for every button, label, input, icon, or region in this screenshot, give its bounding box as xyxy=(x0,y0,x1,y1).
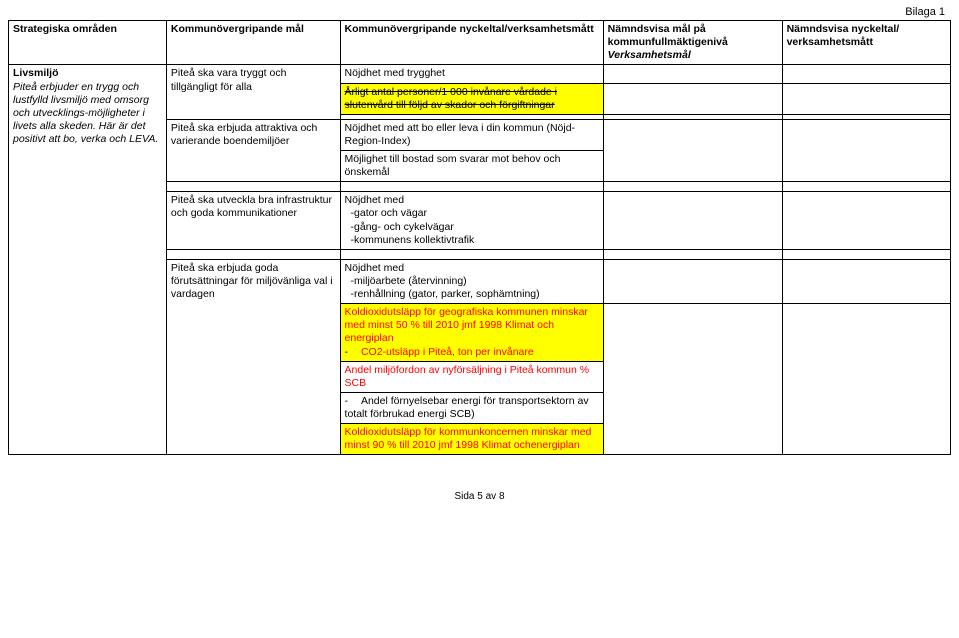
measure-struck-text: Årligt antal personer/1 000 invånare vår… xyxy=(345,86,557,111)
page-header-right: Bilaga 1 xyxy=(8,6,951,20)
empty-cell xyxy=(603,83,782,114)
empty-cell xyxy=(603,259,782,303)
main-table: Strategiska områden Kommunövergripande m… xyxy=(8,20,951,455)
measure-text: Nöjdhet med att bo eller leva i din komm… xyxy=(341,120,603,151)
table-row: Livsmiljö Piteå erbjuder en trygg och lu… xyxy=(9,65,951,83)
measure-text: Möjlighet till bostad som svarar mot beh… xyxy=(341,151,603,181)
goal-cell-1: Piteå ska vara tryggt och tillgängligt f… xyxy=(166,65,340,119)
empty-cell xyxy=(340,249,603,259)
goal-cell-4: Piteå ska erbjuda goda förutsättningar f… xyxy=(166,259,340,455)
measure-item: -kommunens kollektivtrafik xyxy=(345,234,475,246)
measure-text: - Andel förnyelsebar energi för transpor… xyxy=(341,393,603,424)
col-header-1: Strategiska områden xyxy=(9,21,167,65)
col-header-4-line1: Nämndsvisa mål på kommunfullmäktigenivå xyxy=(608,23,728,48)
empty-cell xyxy=(340,182,603,192)
measure-cell-group: Nöjdhet med att bo eller leva i din komm… xyxy=(340,119,603,182)
measure-cell-highlighted: Årligt antal personer/1 000 invånare vår… xyxy=(340,83,603,114)
strategic-area-cell: Livsmiljö Piteå erbjuder en trygg och lu… xyxy=(9,65,167,455)
col-header-4: Nämndsvisa mål på kommunfullmäktigenivå … xyxy=(603,21,782,65)
measure-item: -miljöarbete (återvinning) xyxy=(345,275,467,287)
measure-red-text: Koldioxidutsläpp för kommunkoncernen min… xyxy=(345,426,592,451)
empty-cell xyxy=(603,65,782,83)
measure-cell-env-group: Koldioxidutsläpp för geografiska kommune… xyxy=(340,304,603,455)
empty-cell xyxy=(782,304,950,455)
measure-text: Andel miljöfordon av nyförsäljning i Pit… xyxy=(341,362,603,393)
measure-red-text: CO2-utsläpp i Piteå, ton per invånare xyxy=(351,346,534,358)
goal-cell-2: Piteå ska erbjuda attraktiva och variera… xyxy=(166,119,340,182)
col-header-4-line2: Verksamhetsmål xyxy=(608,49,691,61)
empty-cell xyxy=(782,65,950,83)
empty-cell xyxy=(782,182,950,192)
measure-plain-text: Andel förnyelsebar energi för transports… xyxy=(345,395,589,420)
empty-cell xyxy=(603,249,782,259)
page-footer: Sida 5 av 8 xyxy=(8,491,951,502)
col-header-2: Kommunövergripande mål xyxy=(166,21,340,65)
strategic-area-body: Piteå erbjuder en trygg och lustfylld li… xyxy=(13,81,158,146)
empty-cell xyxy=(603,192,782,250)
empty-cell xyxy=(603,119,782,182)
dash: - xyxy=(345,346,349,358)
measure-cell: Nöjdhet med -gator och vägar -gång- och … xyxy=(340,192,603,250)
strategic-area-title: Livsmiljö xyxy=(13,67,59,79)
measure-item: -gång- och cykelvägar xyxy=(345,221,454,233)
empty-cell xyxy=(782,249,950,259)
empty-cell xyxy=(782,83,950,114)
measure-head: Nöjdhet med xyxy=(345,262,405,274)
measure-item: -gator och vägar xyxy=(345,207,427,219)
measure-head: Nöjdhet med xyxy=(345,194,405,206)
measure-cell: Nöjdhet med -miljöarbete (återvinning) -… xyxy=(340,259,603,303)
measure-red-text: Andel miljöfordon av nyförsäljning i Pit… xyxy=(345,364,590,389)
dash: - xyxy=(345,395,349,407)
empty-cell xyxy=(603,304,782,455)
empty-cell xyxy=(603,182,782,192)
measure-highlighted: Koldioxidutsläpp för geografiska kommune… xyxy=(341,304,603,362)
measure-item: -renhållning (gator, parker, sophämtning… xyxy=(345,288,540,300)
goal-cell-3: Piteå ska utveckla bra infrastruktur och… xyxy=(166,192,340,250)
empty-cell xyxy=(166,182,340,192)
empty-cell xyxy=(782,259,950,303)
measure-cell: Nöjdhet med trygghet xyxy=(340,65,603,83)
empty-cell xyxy=(166,249,340,259)
measure-red-text: Koldioxidutsläpp för geografiska kommune… xyxy=(345,306,588,344)
empty-cell xyxy=(782,192,950,250)
measure-highlighted: Koldioxidutsläpp för kommunkoncernen min… xyxy=(341,424,603,454)
empty-cell xyxy=(782,119,950,182)
table-header-row: Strategiska områden Kommunövergripande m… xyxy=(9,21,951,65)
col-header-5: Nämndsvisa nyckeltal/ verksamhetsmått xyxy=(782,21,950,65)
col-header-3: Kommunövergripande nyckeltal/verksamhets… xyxy=(340,21,603,65)
